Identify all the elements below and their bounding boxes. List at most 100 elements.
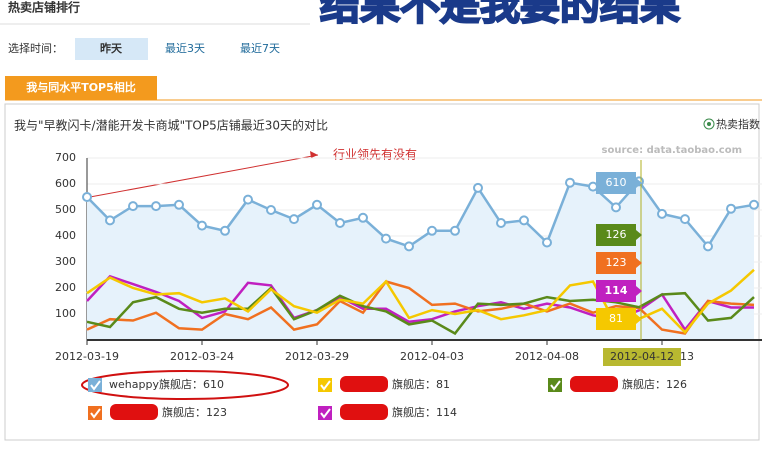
legend-value: 610 [203, 378, 224, 391]
point [611, 202, 621, 213]
legend-value: 81 [436, 378, 450, 391]
y-tick-label: 300 [55, 255, 76, 268]
point [335, 218, 345, 228]
legend-value: 114 [436, 406, 457, 419]
y-tick-label: 500 [55, 203, 76, 216]
check [320, 408, 331, 419]
x-tick-label: 2012-04-08 [515, 350, 579, 363]
x-tick-label: 2012-04-03 [400, 350, 464, 363]
point [473, 182, 483, 193]
series-line [86, 286, 755, 336]
point [404, 241, 414, 252]
point [312, 199, 322, 210]
point [703, 241, 713, 252]
tooltip-pointer [636, 258, 642, 268]
series-line [86, 268, 755, 335]
point [82, 192, 92, 202]
legend-label: 旗舰店：114 [392, 405, 457, 419]
check [90, 380, 101, 391]
y-tick-label: 400 [55, 229, 76, 242]
redaction [570, 376, 618, 392]
point [381, 233, 391, 244]
source: source: data.taobao.com [602, 145, 743, 156]
point [266, 205, 276, 215]
tooltip-pointer [636, 230, 642, 240]
area [87, 181, 754, 340]
series-line [86, 280, 755, 335]
tooltip-box [596, 172, 636, 194]
legend-checkbox[interactable] [318, 378, 332, 392]
tab[interactable]: 昨天 [100, 41, 123, 55]
tooltip-value: 123 [606, 256, 627, 269]
point [519, 215, 529, 226]
y-tick-label: 100 [55, 307, 76, 320]
button[interactable] [5, 76, 157, 100]
tooltip-box [596, 224, 636, 246]
legend-checkbox[interactable] [88, 406, 102, 420]
arrow-head [310, 151, 318, 158]
legend-sep: ： [195, 406, 206, 419]
point [588, 181, 598, 192]
tooltip-box [596, 308, 636, 330]
check [320, 380, 331, 391]
time-label: 选择时间： [8, 41, 63, 55]
radio-dot[interactable] [707, 122, 711, 126]
panel [4, 103, 760, 441]
legend-sep: ： [192, 378, 203, 391]
point [450, 225, 460, 236]
point [680, 214, 690, 225]
tooltip-pointer [636, 178, 642, 188]
series-line [86, 179, 755, 249]
tab[interactable]: 最近7天 [240, 42, 280, 55]
annotation-arrow [89, 154, 319, 198]
overlay-text: 结果不是我要的结果 [320, 0, 680, 29]
legend-checkbox[interactable] [318, 406, 332, 420]
tab-active[interactable] [75, 38, 148, 60]
annotation: 行业领先有没有 [333, 147, 417, 162]
tooltip-pointer [636, 286, 642, 296]
check [90, 408, 101, 419]
point [427, 225, 437, 236]
chart-title: 我与"早教闪卡/潜能开发卡商城"TOP5店铺最近30天的对比 [14, 118, 328, 133]
y-tick-label: 700 [55, 151, 76, 164]
x-tick-label: 2012-03-29 [285, 350, 349, 363]
tooltip-value: 114 [605, 284, 628, 297]
metric-label[interactable]: 热卖指数 [716, 117, 760, 131]
tooltip-box [596, 280, 636, 302]
point [197, 220, 207, 231]
legend-value: 126 [666, 378, 687, 391]
legend-label: 旗舰店：126 [622, 377, 687, 391]
redaction [340, 404, 388, 420]
x-tick-label: 2012-03-19 [55, 350, 119, 363]
redaction [340, 376, 388, 392]
point [565, 177, 575, 188]
tooltip-date: 2012-04-12 [610, 350, 674, 363]
point [151, 201, 161, 212]
button-label[interactable]: 我与同水平TOP5相比 [26, 80, 136, 94]
point [128, 201, 138, 212]
legend-label: 旗舰店：123 [162, 405, 227, 419]
header: 热卖店铺排行 [8, 0, 80, 15]
legend-checkbox[interactable] [88, 378, 102, 392]
redaction [110, 404, 158, 420]
tab[interactable]: 最近3天 [165, 42, 205, 55]
point [657, 208, 667, 219]
legend-label: 旗舰店：81 [392, 377, 450, 391]
y-tick-label: 200 [55, 281, 76, 294]
point [220, 225, 230, 236]
highlight-ellipse [81, 370, 289, 400]
tooltip-date-box [603, 348, 681, 366]
legend-sep: ： [655, 378, 666, 391]
x-tick-label: 2012-03-24 [170, 350, 234, 363]
point [358, 212, 368, 223]
y-tick-label: 600 [55, 177, 76, 190]
tooltip-pointer [636, 314, 642, 324]
point [496, 218, 506, 228]
legend-checkbox[interactable] [548, 378, 562, 392]
tooltip-value: 126 [606, 228, 627, 241]
point [174, 199, 184, 210]
legend-value: 123 [206, 406, 227, 419]
legend-sep: ： [425, 378, 436, 391]
point [243, 194, 253, 205]
